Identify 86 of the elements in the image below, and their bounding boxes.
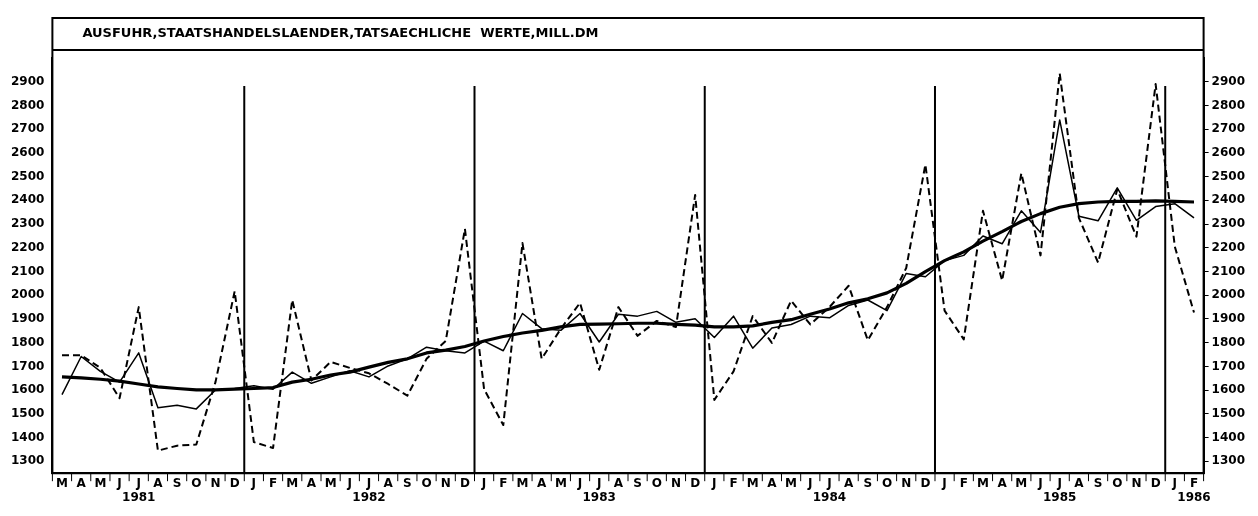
- x-tick-label: J: [1171, 475, 1178, 490]
- y-tick-label: 1500: [10, 406, 45, 421]
- y-tick-label: 2300: [10, 216, 45, 231]
- x-tick-label: N: [440, 475, 451, 490]
- y2-tick-label: 2100: [1211, 263, 1246, 278]
- y2-tick-label: 2200: [1211, 239, 1246, 254]
- y2-tick-label: 2600: [1211, 145, 1246, 160]
- y-tick-label: 1300: [10, 453, 45, 468]
- x-tick-label: J: [346, 475, 353, 490]
- y2-tick-label: 1400: [1211, 429, 1246, 444]
- y-tick-label: 2200: [10, 239, 45, 254]
- x-tick-label: D: [459, 475, 470, 490]
- y2-tick-label: 2900: [1211, 73, 1246, 88]
- x-tick-label: D: [229, 475, 240, 490]
- x-tick-label: F: [959, 475, 968, 490]
- x-tick-label: J: [941, 475, 947, 490]
- x-tick-label: J: [480, 475, 487, 490]
- y-tick-label: 2700: [10, 121, 45, 136]
- x-tick-label: F: [729, 475, 738, 490]
- x-tick-label: F: [499, 475, 508, 490]
- y-tick-label: 1700: [10, 358, 45, 373]
- x-tick-label: S: [1093, 475, 1103, 490]
- x-tick-label: J: [250, 475, 257, 490]
- y2-tick-label: 1900: [1211, 311, 1246, 326]
- x-tick-label: N: [210, 475, 221, 490]
- x-tick-label: M: [286, 475, 299, 490]
- x-tick-label: J: [807, 475, 813, 490]
- y2-tick-label: 1800: [1211, 334, 1246, 349]
- x-tick-label: S: [863, 475, 873, 490]
- x-tick-label: A: [76, 475, 87, 490]
- x-tick-label: M: [516, 475, 529, 490]
- x-tick-label: A: [613, 475, 624, 490]
- x-tick-label: F 1986: [1177, 475, 1211, 504]
- x-tick-label: J: [116, 475, 122, 490]
- x-tick-label: O: [651, 475, 662, 490]
- x-tick-label: N: [670, 475, 681, 490]
- y2-tick-label: 2400: [1211, 192, 1246, 207]
- y-tick-label: 2900: [10, 73, 45, 88]
- x-tick-label: O: [881, 475, 893, 490]
- x-tick-label: S: [403, 475, 412, 490]
- x-tick-label: M: [324, 475, 337, 490]
- y-tick-label: 2600: [10, 145, 45, 160]
- y2-tick-label: 2700: [1211, 121, 1246, 136]
- y-tick-label: 2100: [10, 263, 45, 278]
- y2-tick-label: 2300: [1211, 216, 1246, 231]
- y-tick-label: 1400: [10, 429, 45, 444]
- x-tick-label: O: [421, 475, 432, 490]
- y-tick-label: 1800: [10, 334, 45, 349]
- x-tick-label: A: [537, 475, 548, 490]
- x-tick-label: S: [633, 475, 642, 490]
- x-tick-label: J: [1037, 475, 1043, 490]
- x-tick-label: M: [554, 475, 567, 490]
- y-tick-label: 2000: [10, 287, 45, 302]
- y-tick-label: 1600: [10, 382, 45, 397]
- x-tick-label: M: [976, 475, 989, 490]
- y-tick-label: 2400: [10, 192, 45, 207]
- x-tick-label: D: [1150, 475, 1161, 490]
- y-tick-label: 2800: [10, 97, 45, 112]
- y-tick-label: 1900: [10, 311, 45, 326]
- y2-tick-label: 1700: [1211, 358, 1246, 373]
- x-tick-label: M: [56, 475, 68, 490]
- x-tick-label: N: [901, 475, 912, 490]
- x-tick-label: S: [172, 475, 182, 490]
- x-tick-label: F: [268, 475, 278, 490]
- x-tick-label: J: [711, 475, 717, 490]
- x-tick-label: A: [997, 475, 1008, 490]
- x-tick-label: M: [785, 475, 798, 490]
- x-tick-label: O: [1112, 475, 1123, 490]
- x-tick-label: D: [920, 475, 931, 490]
- y2-tick-label: 1500: [1211, 406, 1246, 421]
- x-tick-label: A: [767, 475, 778, 490]
- y2-tick-label: 2500: [1211, 168, 1246, 183]
- y2-tick-label: 1300: [1211, 453, 1246, 468]
- x-tick-label: M: [746, 475, 759, 490]
- x-tick-label: M: [1015, 475, 1028, 490]
- x-tick-label: A: [306, 475, 317, 490]
- x-tick-label: O: [191, 475, 202, 490]
- y2-tick-label: 1600: [1211, 382, 1246, 397]
- y2-tick-label: 2800: [1211, 97, 1246, 112]
- x-tick-label: D: [690, 475, 701, 490]
- y2-tick-label: 2000: [1211, 287, 1246, 302]
- x-tick-label: N: [1131, 475, 1142, 490]
- chart-title: AUSFUHR,STAATSHANDELSLAENDER,TATSAECHLICHE WERTE,MILL.DM: [82, 25, 599, 41]
- x-tick-label: J: [576, 475, 583, 490]
- x-tick-label: M: [94, 475, 107, 490]
- y-tick-label: 2500: [10, 168, 45, 183]
